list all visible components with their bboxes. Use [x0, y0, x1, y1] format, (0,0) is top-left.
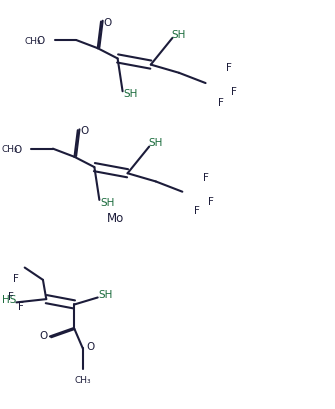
Text: CH₃: CH₃: [74, 375, 91, 384]
Text: F: F: [8, 292, 14, 301]
Text: O: O: [13, 144, 21, 154]
Text: F: F: [208, 196, 213, 206]
Text: CH₃: CH₃: [1, 145, 18, 154]
Text: O: O: [37, 36, 45, 46]
Text: CH₃: CH₃: [25, 36, 41, 45]
Text: F: F: [217, 97, 223, 107]
Text: SH: SH: [149, 138, 163, 148]
Text: F: F: [13, 273, 19, 283]
Text: O: O: [80, 126, 88, 136]
Text: F: F: [226, 63, 232, 72]
Text: O: O: [86, 342, 94, 351]
Text: HS: HS: [2, 294, 16, 304]
Text: O: O: [104, 18, 112, 27]
Text: SH: SH: [172, 30, 186, 40]
Text: F: F: [231, 87, 237, 97]
Text: Mo: Mo: [107, 211, 125, 224]
Text: SH: SH: [124, 89, 138, 99]
Text: F: F: [18, 302, 24, 312]
Text: O: O: [40, 330, 48, 340]
Text: F: F: [203, 173, 208, 183]
Text: SH: SH: [100, 198, 115, 207]
Text: F: F: [194, 206, 200, 216]
Text: SH: SH: [99, 290, 113, 299]
